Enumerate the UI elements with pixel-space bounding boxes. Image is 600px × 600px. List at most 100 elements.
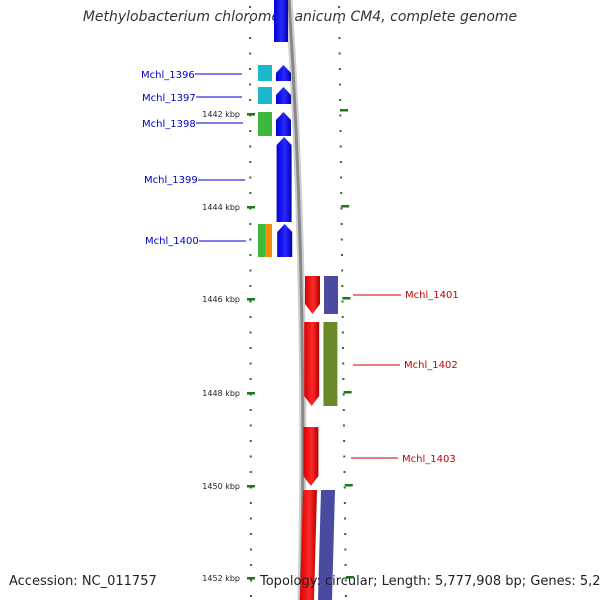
gene-label-Mchl_1398[interactable]: Mchl_1398 (142, 119, 196, 130)
inner-tick-dot (249, 145, 252, 148)
outer-tick-dot (342, 393, 345, 396)
inner-tick-dot (249, 238, 252, 241)
inner-tick-dot (249, 68, 252, 70)
inner-tick-dot (249, 6, 252, 8)
outer-tick-dot (342, 347, 345, 349)
outer-tick-dot (341, 269, 344, 272)
inner-tick-dot (249, 471, 252, 473)
genome-title: Methylobacterium chloromethanicum CM4, c… (82, 9, 518, 25)
outer-tick-dot (338, 6, 341, 8)
outer-tick-dot (340, 192, 343, 194)
cog-box-partial-bottom[interactable] (318, 490, 335, 600)
inner-tick-dot (249, 548, 252, 551)
inner-tick-dot (249, 176, 252, 179)
gene-label-Mchl_1400[interactable]: Mchl_1400 (145, 236, 199, 247)
outer-tick-dot (340, 176, 343, 179)
gene-arrow-Mchl_1397[interactable] (276, 87, 291, 104)
kbp-label: 1442 kbp (202, 110, 240, 119)
inner-tick-dot (249, 37, 252, 39)
inner-tick-dot (249, 285, 252, 287)
outer-tick-dot (341, 300, 344, 303)
gene-label-Mchl_1396[interactable]: Mchl_1396 (141, 70, 195, 81)
outer-tick-dot (343, 455, 346, 458)
inner-tick-dot (249, 502, 252, 504)
gene-label-Mchl_1399[interactable]: Mchl_1399 (144, 175, 198, 186)
outer-tick-dot (342, 409, 345, 411)
outer-tick-dot (339, 130, 342, 132)
accession-text: Accession: NC_011757 (9, 574, 157, 589)
outer-tick-dot (339, 114, 342, 117)
kbp-tick-outer (344, 484, 353, 487)
kbp-tick-outer (346, 576, 354, 579)
gene-arrow-Mchl_1401[interactable] (305, 276, 320, 314)
inner-tick-dot (249, 424, 252, 427)
outer-tick-dot (340, 223, 343, 225)
outer-tick-dot (340, 238, 343, 241)
outer-tick-dot (338, 52, 341, 55)
outer-tick-dot (343, 502, 346, 504)
kbp-tick-inner (247, 298, 255, 301)
inner-tick-dot (249, 595, 252, 597)
kbp-tick-inner (247, 113, 255, 116)
outer-tick-dot (339, 99, 342, 101)
outer-tick-dot (344, 517, 347, 520)
inner-tick-dot (249, 362, 252, 365)
gene-arrow-partial-bottom[interactable] (300, 490, 317, 600)
inner-tick-dot (249, 378, 252, 380)
kbp-tick-inner (247, 485, 255, 488)
cog-box-Mchl_1400[interactable] (265, 224, 272, 257)
outer-tick-dot (342, 378, 345, 380)
inner-tick-dot (249, 161, 252, 163)
cog-box-Mchl_1400[interactable] (258, 224, 265, 257)
cog-box-Mchl_1397[interactable] (258, 87, 272, 104)
outer-tick-dot (339, 161, 342, 163)
cog-box-Mchl_1402[interactable] (323, 322, 338, 406)
outer-tick-dot (341, 331, 344, 334)
outer-tick-dot (343, 471, 346, 473)
gene-label-Mchl_1397[interactable]: Mchl_1397 (142, 93, 196, 104)
gene-arrow-partial[interactable] (274, 0, 288, 42)
kbp-tick-outer (341, 205, 350, 208)
outer-tick-dot (338, 83, 341, 86)
outer-tick-dot (341, 316, 344, 318)
inner-tick-dot (249, 533, 252, 535)
inner-tick-dot (249, 579, 252, 582)
kbp-tick-outer (342, 297, 351, 300)
kbp-label: 1446 kbp (202, 295, 240, 304)
gene-arrow-Mchl_1400[interactable] (277, 224, 293, 257)
outer-tick-dot (343, 440, 346, 442)
gene-arrow-Mchl_1399[interactable] (276, 137, 292, 222)
outer-tick-dot (344, 533, 347, 535)
outer-tick-dot (342, 424, 345, 427)
kbp-tick-inner (247, 577, 255, 580)
outer-tick-dot (344, 564, 347, 566)
inner-tick-dot (249, 21, 252, 24)
kbp-tick-outer (340, 109, 348, 112)
gene-label-Mchl_1401[interactable]: Mchl_1401 (405, 290, 459, 301)
gene-arrow-Mchl_1398[interactable] (276, 112, 291, 136)
gene-label-Mchl_1403[interactable]: Mchl_1403 (402, 454, 456, 465)
cog-box-Mchl_1401[interactable] (324, 276, 338, 314)
gene-label-Mchl_1402[interactable]: Mchl_1402 (404, 360, 458, 371)
inner-tick-dot (249, 52, 252, 55)
topology-text: Topology: circular; Length: 5,777,908 bp… (260, 574, 600, 589)
inner-tick-dot (249, 269, 252, 272)
inner-tick-dot (249, 347, 252, 349)
outer-tick-dot (338, 37, 341, 39)
outer-tick-dot (339, 145, 342, 148)
gene-arrow-Mchl_1403[interactable] (303, 427, 319, 486)
cog-box-Mchl_1398[interactable] (258, 112, 272, 136)
kbp-label: 1444 kbp (202, 203, 240, 212)
inner-tick-dot (249, 99, 252, 101)
gene-arrow-Mchl_1396[interactable] (276, 65, 291, 81)
outer-tick-dot (344, 579, 347, 582)
outer-tick-dot (338, 68, 341, 70)
outer-tick-dot (338, 21, 341, 24)
outer-tick-dot (344, 548, 347, 551)
inner-tick-dot (249, 440, 252, 442)
kbp-tick-outer (343, 391, 352, 394)
gene-arrow-Mchl_1402[interactable] (304, 322, 320, 406)
inner-tick-dot (249, 254, 252, 256)
cog-box-Mchl_1396[interactable] (258, 65, 272, 81)
